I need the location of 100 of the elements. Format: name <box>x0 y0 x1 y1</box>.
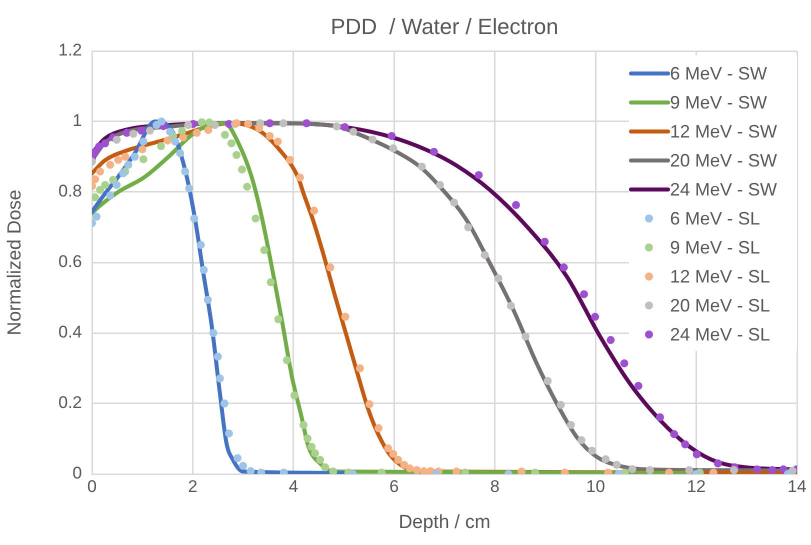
point <box>332 122 341 130</box>
point <box>146 126 154 135</box>
point <box>480 251 489 260</box>
point <box>436 180 444 189</box>
point <box>494 274 502 282</box>
point <box>300 421 308 430</box>
y-axis-title: Normalized Dose <box>4 190 26 336</box>
point <box>184 121 192 130</box>
point <box>620 359 628 368</box>
point <box>209 329 218 337</box>
point <box>129 130 138 138</box>
point <box>196 240 205 249</box>
point <box>178 127 186 136</box>
point <box>156 142 165 150</box>
point <box>384 444 392 452</box>
point <box>106 192 114 200</box>
point <box>139 138 148 146</box>
y-tick-label: 0.8 <box>58 182 82 201</box>
point <box>753 465 762 474</box>
point <box>266 278 275 286</box>
x-tick-label: 0 <box>87 476 97 496</box>
point <box>685 466 694 474</box>
legend-label: 12 MeV - SL <box>670 266 770 286</box>
x-axis-title: Depth / cm <box>398 512 490 533</box>
point <box>282 356 291 364</box>
point <box>204 296 212 304</box>
point <box>124 160 132 169</box>
point <box>198 118 206 126</box>
point <box>220 400 228 408</box>
point <box>92 193 100 202</box>
point <box>101 139 110 148</box>
point <box>310 206 318 215</box>
point <box>266 132 274 140</box>
point <box>164 136 172 145</box>
point <box>602 455 610 464</box>
point <box>274 138 282 146</box>
point <box>540 238 549 246</box>
y-tick-label: 0.4 <box>58 322 82 342</box>
point <box>296 174 304 182</box>
legend-label: 9 MeV - SW <box>670 92 768 112</box>
point <box>92 212 101 221</box>
y-tick-label: 1.2 <box>58 40 82 60</box>
point <box>612 460 621 469</box>
point <box>394 456 402 464</box>
y-tick-label: 0.2 <box>58 393 82 412</box>
legend-label: 24 MeV - SL <box>670 324 770 344</box>
point <box>302 119 311 128</box>
point <box>389 144 398 152</box>
point <box>130 152 139 161</box>
x-tick-label: 8 <box>490 476 500 496</box>
point <box>279 119 288 128</box>
point <box>556 400 565 409</box>
point <box>192 128 201 137</box>
legend-label: 20 MeV - SW <box>670 150 778 170</box>
point <box>171 138 180 146</box>
point <box>670 430 678 438</box>
point <box>474 171 483 180</box>
point <box>580 290 588 298</box>
point <box>692 450 701 458</box>
point <box>340 123 349 132</box>
point <box>464 223 472 232</box>
point <box>418 162 426 171</box>
point <box>112 180 121 189</box>
point <box>406 464 414 472</box>
point <box>321 463 330 472</box>
point <box>681 440 690 448</box>
legend-label: 6 MeV - SL <box>670 208 760 228</box>
x-tick-label: 6 <box>389 476 399 496</box>
point <box>326 263 334 272</box>
point <box>286 156 294 164</box>
legend-label: 24 MeV - SW <box>670 179 778 200</box>
point <box>139 155 148 164</box>
point <box>329 468 338 474</box>
x-tick-label: 10 <box>586 476 606 496</box>
point <box>450 198 458 207</box>
point <box>246 467 255 474</box>
point <box>304 434 312 442</box>
point <box>634 382 642 390</box>
point <box>316 456 324 464</box>
legend-label: 12 MeV - SW <box>670 121 778 142</box>
point <box>389 450 398 458</box>
point <box>388 132 396 140</box>
point <box>166 128 174 136</box>
point <box>518 468 526 474</box>
point <box>204 126 212 134</box>
point <box>606 336 615 344</box>
point <box>185 184 194 192</box>
point <box>234 454 242 462</box>
point <box>506 302 515 310</box>
point <box>588 446 596 455</box>
point <box>522 332 530 341</box>
point <box>220 130 229 139</box>
point <box>96 168 104 176</box>
point <box>214 352 222 361</box>
point <box>544 376 552 385</box>
point <box>365 400 374 408</box>
point <box>101 180 110 189</box>
y-tick-label: 0 <box>72 464 82 483</box>
point <box>768 466 776 474</box>
point <box>96 186 104 194</box>
